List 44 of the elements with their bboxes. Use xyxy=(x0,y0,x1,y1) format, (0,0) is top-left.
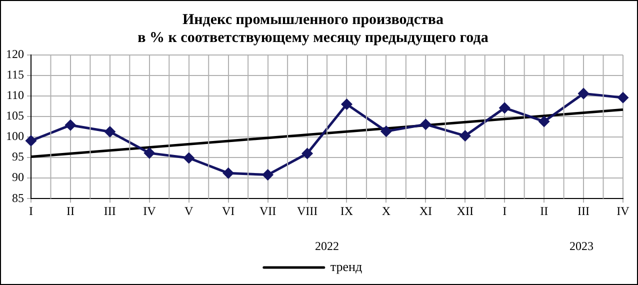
point xyxy=(420,119,431,130)
legend-label: тренд xyxy=(330,258,362,274)
x-tick-label: VI xyxy=(222,204,235,218)
x-tick-label: X xyxy=(382,204,391,218)
point xyxy=(460,130,470,142)
x-tick-label: IV xyxy=(616,204,630,218)
x-tick-label: VII xyxy=(259,204,276,218)
x-tick-label: III xyxy=(104,204,116,218)
point xyxy=(223,168,234,178)
point xyxy=(578,88,589,99)
y-tick-label: 85 xyxy=(12,190,24,205)
chart-title: Индекс промышленного производства в % к соответствующему месяцу предыдущего года xyxy=(138,12,489,46)
x-tick-label: V xyxy=(184,204,194,218)
point xyxy=(302,148,313,159)
x-tick-label: II xyxy=(540,204,548,218)
text: 2023 xyxy=(570,238,594,253)
point xyxy=(65,120,76,130)
point xyxy=(341,98,352,110)
point xyxy=(26,136,36,146)
x-tick-label: XII xyxy=(456,204,474,218)
x-tick-label: IX xyxy=(340,204,354,218)
x-tick-label: VIII xyxy=(296,204,318,218)
y-tick-label: 95 xyxy=(12,150,24,164)
point xyxy=(380,126,392,137)
point xyxy=(184,152,194,164)
y-tick-label: 100 xyxy=(6,129,24,144)
y-tick-label: 105 xyxy=(6,108,24,123)
y-tick-label: 110 xyxy=(6,88,24,102)
y-tick-label: 115 xyxy=(6,68,24,82)
y-tick-label: 90 xyxy=(12,170,24,184)
point xyxy=(618,92,628,103)
point xyxy=(144,148,155,158)
point xyxy=(262,170,274,180)
x-tick-label: XI xyxy=(419,204,432,218)
x-tick-label: IV xyxy=(143,204,156,218)
point xyxy=(104,126,116,137)
x-tick-label: III xyxy=(578,204,590,218)
point xyxy=(538,116,550,127)
x-tick-label: II xyxy=(66,204,74,218)
text: 2022 xyxy=(315,238,339,253)
x-tick-label: I xyxy=(502,204,507,218)
y-tick-label: 120 xyxy=(6,47,24,62)
point xyxy=(499,102,510,114)
x-tick-label: I xyxy=(29,204,33,218)
